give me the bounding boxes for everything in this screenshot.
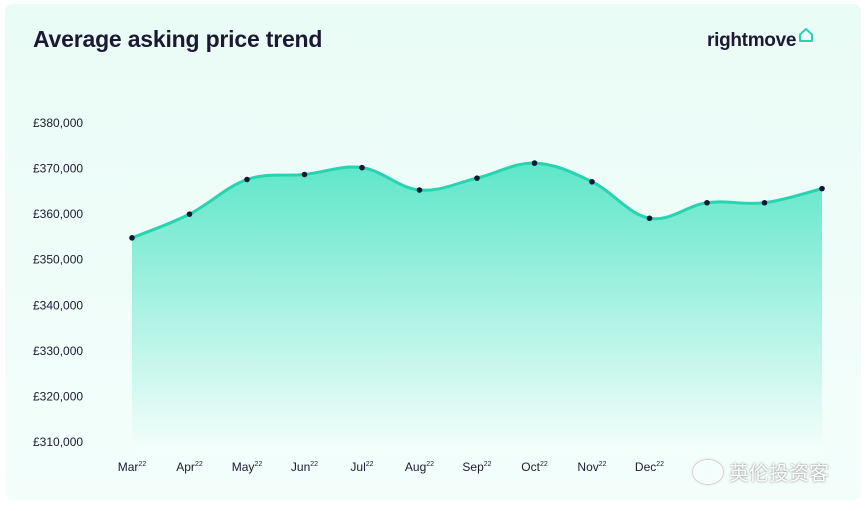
y-tick-label: £360,000 bbox=[33, 207, 83, 221]
brand-name: rightmove bbox=[707, 30, 797, 51]
x-tick-label: Aug22 bbox=[405, 460, 434, 474]
x-tick-label: Apr22 bbox=[176, 460, 203, 474]
x-tick-label: Nov22 bbox=[577, 460, 606, 474]
data-point-Jan23 bbox=[704, 199, 710, 206]
x-axis: Mar22 Apr22 May22 Jun22 Jul22 Aug22 Sep22 Oct22… bbox=[118, 460, 664, 474]
rightmove-logo[interactable]: rightmove bbox=[707, 28, 814, 52]
y-tick-label: £370,000 bbox=[33, 162, 83, 176]
data-point-Mar22 bbox=[129, 235, 135, 241]
house-icon bbox=[799, 28, 814, 42]
data-point-Oct22 bbox=[531, 160, 538, 166]
x-tick-label: Jul22 bbox=[350, 460, 373, 474]
y-tick-label: £320,000 bbox=[33, 389, 83, 403]
data-point-Mar23 bbox=[819, 185, 825, 192]
data-point-Dec22 bbox=[646, 215, 653, 222]
y-tick-label: £330,000 bbox=[33, 344, 83, 358]
y-axis: £380,000 £370,000 £360,000 £350,000 £340,000… bbox=[33, 116, 83, 449]
data-point-Jun22 bbox=[301, 171, 308, 178]
x-tick-label: Jun22 bbox=[291, 460, 318, 474]
data-point-Aug22 bbox=[416, 187, 423, 193]
y-tick-label: £340,000 bbox=[33, 298, 83, 312]
wechat-icon bbox=[693, 459, 723, 484]
chart-title: Average asking price trend bbox=[33, 26, 323, 52]
data-point-Jul22 bbox=[359, 164, 365, 171]
watermark-text: 英伦投资客 bbox=[729, 463, 829, 485]
watermark: 英伦投资客 bbox=[693, 457, 829, 486]
data-point-Feb23 bbox=[761, 199, 768, 206]
x-tick-label: Dec22 bbox=[635, 460, 664, 474]
x-tick-label: Oct22 bbox=[521, 460, 548, 474]
x-tick-label: May22 bbox=[232, 460, 263, 474]
x-tick-label: Mar22 bbox=[118, 460, 147, 474]
x-tick-label: Sep22 bbox=[462, 460, 491, 474]
area-fill bbox=[132, 163, 822, 450]
data-point-Apr22 bbox=[186, 211, 193, 217]
data-point-Sep22 bbox=[474, 175, 480, 181]
data-points bbox=[129, 160, 825, 241]
y-tick-label: £380,000 bbox=[33, 116, 83, 130]
data-point-May22 bbox=[244, 176, 250, 183]
y-tick-label: £310,000 bbox=[33, 435, 83, 449]
data-point-Nov22 bbox=[589, 178, 595, 185]
y-tick-label: £350,000 bbox=[33, 253, 83, 267]
